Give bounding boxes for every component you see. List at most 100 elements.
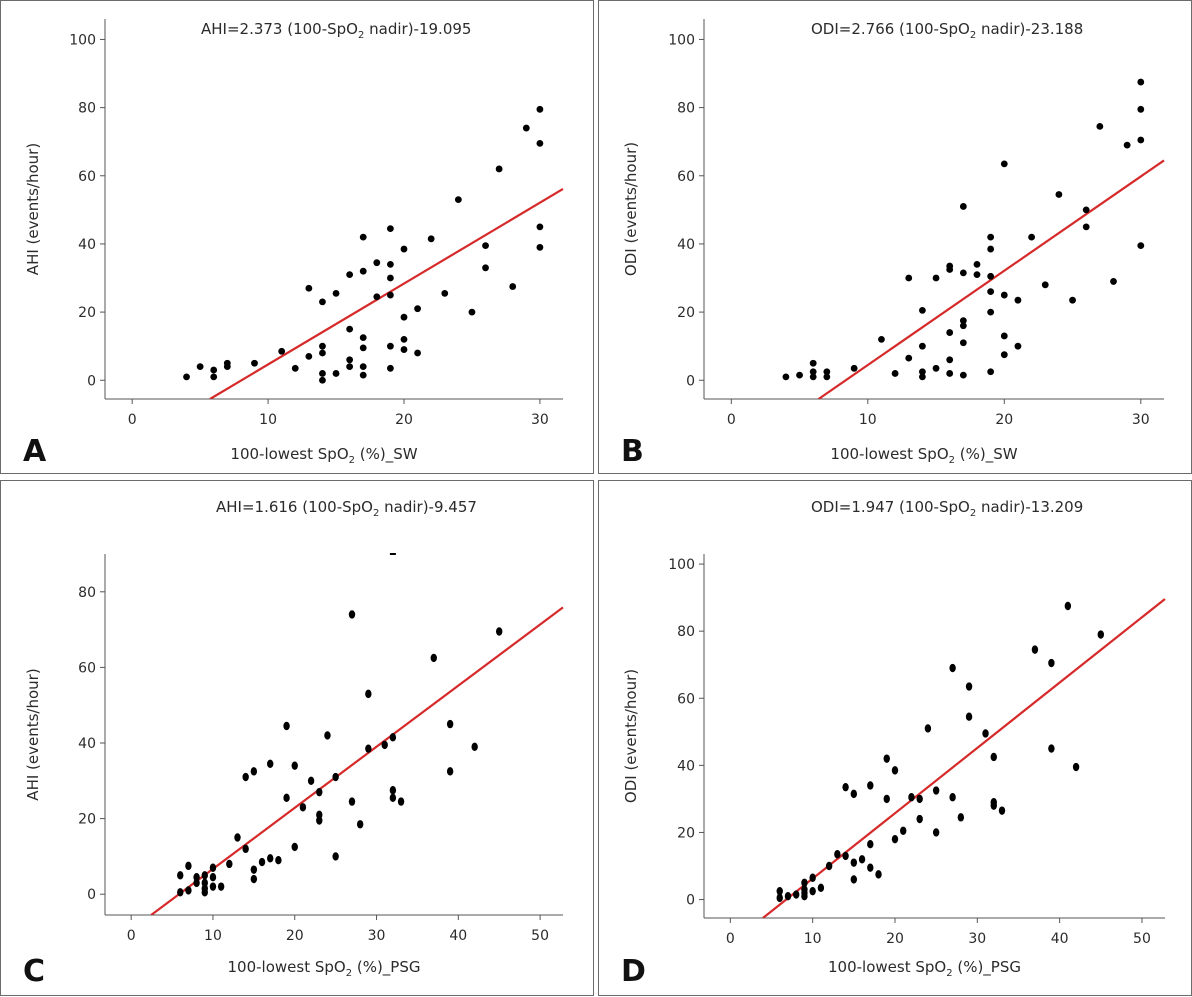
data-point <box>251 359 258 367</box>
data-point <box>1064 601 1072 611</box>
regression-equation-suffix: nadir)-23.188 <box>976 20 1083 38</box>
data-point <box>250 874 258 884</box>
data-point <box>858 855 866 864</box>
data-point <box>809 359 817 367</box>
data-point <box>973 271 981 279</box>
data-point <box>1000 351 1008 359</box>
x-tick-label: 0 <box>128 412 137 428</box>
data-point <box>446 767 454 776</box>
y-tick-label: 80 <box>677 624 695 640</box>
data-point <box>482 264 489 272</box>
x-tick-label: 40 <box>1051 931 1069 947</box>
data-point <box>946 329 954 336</box>
data-point <box>193 878 200 888</box>
x-axis-label-suffix: (%)_PSG <box>953 958 1021 977</box>
data-point <box>397 797 405 806</box>
y-tick-label: 40 <box>677 237 695 253</box>
data-point <box>809 886 816 896</box>
data-point <box>400 245 408 253</box>
data-point <box>784 891 792 901</box>
y-axis-label: ODI (events/hour) <box>622 142 640 276</box>
data-point <box>1082 223 1090 231</box>
data-point <box>373 293 381 301</box>
data-point <box>471 742 478 751</box>
regression-equation-subscript: 2 <box>970 30 976 41</box>
y-tick-label: 20 <box>78 305 96 321</box>
x-axis-label-subscript: 2 <box>346 968 352 979</box>
data-point <box>959 322 967 330</box>
data-point <box>346 363 354 371</box>
data-point <box>267 759 274 768</box>
data-point <box>916 814 923 824</box>
data-point <box>430 653 437 663</box>
data-point <box>177 871 184 880</box>
data-point <box>446 719 454 729</box>
data-point <box>916 794 923 804</box>
data-point <box>536 139 544 147</box>
data-point <box>949 663 956 673</box>
data-point <box>918 373 926 381</box>
y-tick-label: 80 <box>78 101 96 117</box>
data-point <box>209 863 217 872</box>
data-point <box>905 354 913 362</box>
y-tick-label: 80 <box>677 101 695 117</box>
data-point <box>307 776 315 786</box>
data-point <box>891 766 899 775</box>
data-point <box>842 782 849 792</box>
data-point <box>1031 645 1039 654</box>
data-point <box>959 339 967 347</box>
data-point <box>324 731 331 740</box>
x-axis-label: 100-lowest SpO2 (%)_SW <box>830 445 1017 466</box>
data-point <box>987 233 995 241</box>
data-point <box>365 744 372 753</box>
data-point <box>316 816 323 825</box>
data-point <box>536 105 544 113</box>
x-tick-label: 40 <box>449 928 467 944</box>
y-tick-label: 0 <box>87 373 96 389</box>
x-tick-label: 30 <box>531 412 549 428</box>
data-point <box>1069 296 1076 304</box>
data-point <box>932 364 940 372</box>
data-point <box>201 871 208 880</box>
x-tick-label: 10 <box>204 928 222 944</box>
data-point <box>332 370 340 377</box>
regression-equation-prefix: AHI=1.616 (100-SpO <box>216 498 373 516</box>
data-point <box>801 878 808 887</box>
panel-c-chart: 0 20 40 60 80 0 10 20 30 40 50 AHI=1.616 (100-SpO2 … <box>23 498 564 989</box>
data-point <box>982 729 989 738</box>
data-point <box>381 740 388 750</box>
data-point <box>359 371 367 379</box>
data-point <box>346 325 354 333</box>
data-point <box>427 235 435 243</box>
x-tick-label: 30 <box>1132 412 1150 428</box>
y-tick-label: 100 <box>668 557 695 573</box>
x-axis-label-prefix: 100-lowest SpO <box>828 958 946 976</box>
data-point <box>1137 242 1145 250</box>
data-point <box>359 363 367 371</box>
data-point <box>495 165 503 173</box>
data-point <box>987 288 995 296</box>
data-point <box>965 682 973 691</box>
x-tick-label: 30 <box>968 931 986 947</box>
data-point <box>346 356 354 364</box>
data-point <box>177 888 184 897</box>
data-point <box>932 274 940 282</box>
data-point <box>414 305 421 313</box>
data-point <box>400 335 408 343</box>
data-point <box>1000 332 1008 340</box>
y-tick-label: 40 <box>677 758 695 774</box>
data-point <box>957 813 965 822</box>
x-axis-label: 100-lowest SpO2 (%)_SW <box>230 445 417 466</box>
data-point <box>908 793 915 802</box>
data-point <box>291 364 299 372</box>
data-point <box>946 266 954 273</box>
data-point <box>283 793 290 803</box>
data-point <box>834 850 841 859</box>
x-tick-label: 20 <box>395 412 413 428</box>
data-point <box>891 834 899 844</box>
data-point <box>918 342 926 350</box>
regression-equation-subscript: 2 <box>358 30 364 41</box>
data-point <box>359 334 367 342</box>
data-point <box>223 359 231 367</box>
panel-b: 0 20 40 60 80 100 0 10 20 30 ODI=2.766 (100-SpO2 n… <box>598 0 1192 474</box>
